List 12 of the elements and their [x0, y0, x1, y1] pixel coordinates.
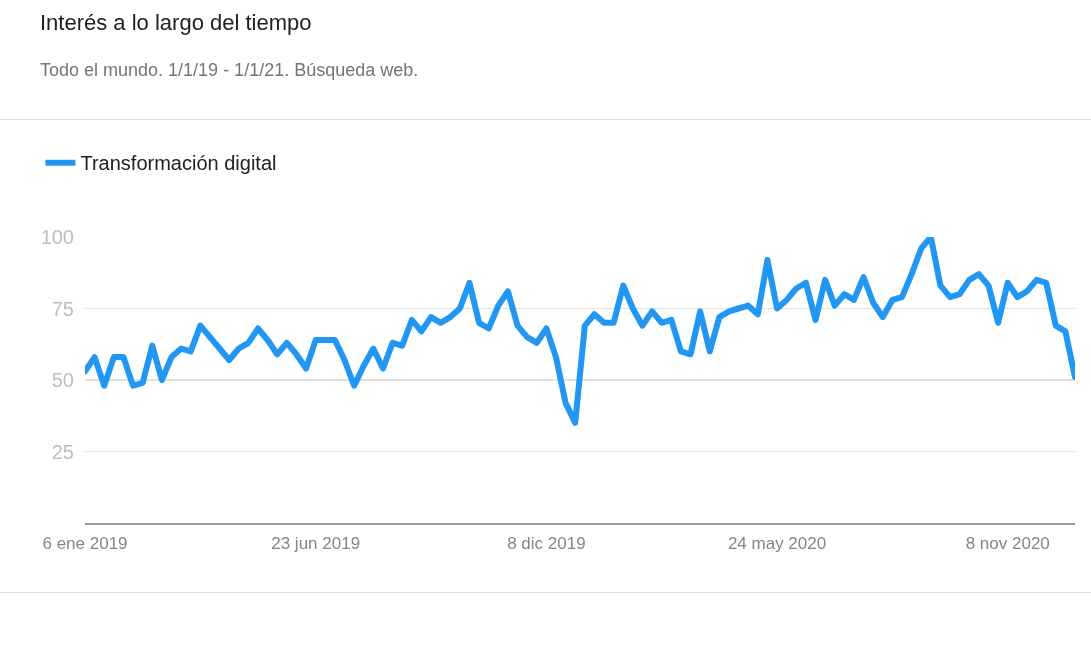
x-tick-label: 6 ene 2019: [42, 534, 128, 554]
legend-label: Transformación digital: [80, 152, 277, 175]
y-tick-label: 25: [51, 440, 74, 463]
y-tick-label: 75: [51, 297, 74, 320]
x-tick-label: 23 jun 2019: [271, 534, 361, 554]
y-tick-label: 100: [40, 226, 74, 248]
x-tick-label: 8 nov 2020: [965, 534, 1050, 554]
x-tick-label: 24 may 2020: [727, 534, 827, 554]
chart-subtitle: Todo el mundo. 1/1/19 - 1/1/21. Búsqueda web.: [40, 60, 419, 81]
chart-title: Interés a lo largo del tiempo: [40, 10, 312, 36]
x-tick-label: 8 dic 2019: [507, 534, 586, 554]
y-tick-label: 50: [51, 369, 74, 391]
